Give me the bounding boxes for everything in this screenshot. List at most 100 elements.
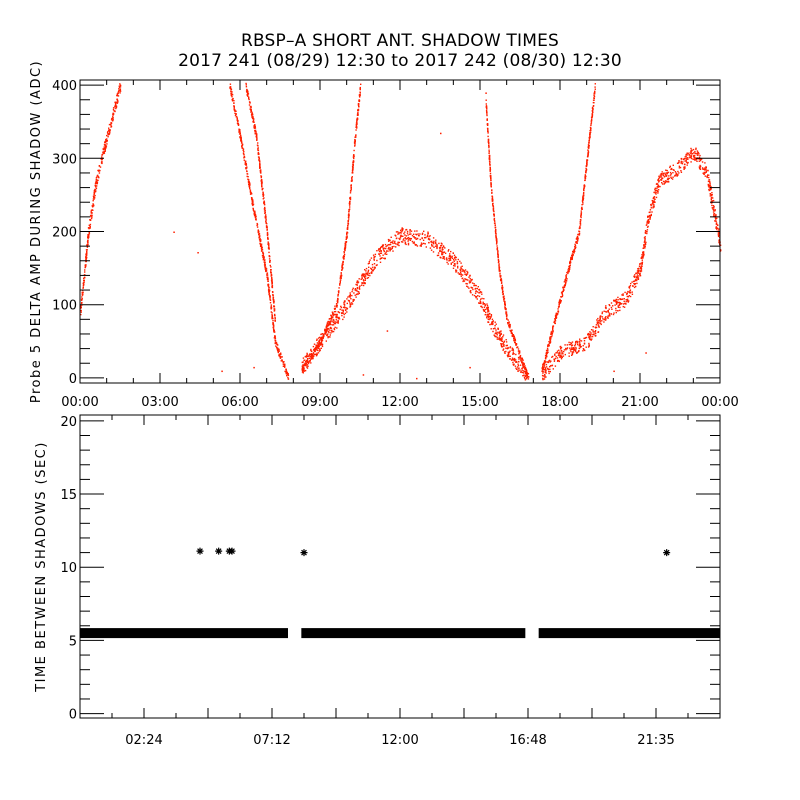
data-point (651, 211, 653, 213)
data-point (617, 310, 619, 312)
data-point (270, 269, 272, 271)
data-point (344, 245, 347, 248)
data-point (287, 374, 290, 376)
data-point (658, 177, 660, 179)
data-point (436, 254, 439, 257)
data-point (429, 235, 431, 237)
data-point (708, 186, 710, 188)
data-point (546, 347, 549, 349)
data-point (499, 334, 501, 336)
data-point (374, 266, 376, 268)
data-point (500, 278, 503, 281)
data-point (313, 355, 315, 357)
data-point (467, 286, 469, 288)
data-point (699, 158, 702, 160)
data-point (595, 324, 598, 326)
data-point (629, 291, 631, 294)
data-point (94, 184, 96, 187)
data-point (452, 261, 454, 264)
data-point (696, 152, 699, 155)
data-point (97, 179, 99, 182)
data-point (242, 149, 244, 152)
data-point (262, 192, 264, 194)
data-point (449, 253, 451, 255)
data-point (318, 347, 320, 350)
data-point (476, 287, 478, 290)
data-point (554, 315, 557, 318)
data-point (715, 222, 718, 224)
data-point (623, 303, 625, 305)
data-point (496, 338, 498, 340)
data-point (312, 357, 314, 360)
data-point (554, 319, 556, 321)
data-point (641, 262, 643, 264)
data-point (321, 340, 323, 342)
data-point (502, 334, 505, 336)
data-point (566, 344, 568, 346)
data-point (624, 302, 626, 305)
data-point (230, 94, 233, 97)
data-point (346, 235, 348, 237)
data-point (582, 350, 584, 352)
data-point (96, 176, 98, 178)
data-point (487, 306, 489, 309)
data-point (498, 338, 500, 340)
data-point (257, 145, 259, 147)
data-point (442, 256, 444, 258)
data-point (84, 269, 86, 271)
data-point (512, 352, 514, 354)
data-point (639, 275, 642, 277)
data-point (355, 289, 357, 292)
data-point (575, 350, 577, 353)
data-point (484, 304, 486, 306)
data-point (565, 281, 567, 284)
data-point (490, 315, 493, 317)
data-point (557, 312, 559, 315)
data-point (326, 334, 328, 336)
data-point (583, 191, 585, 194)
data-point (507, 323, 509, 325)
data-point (407, 244, 410, 246)
data-point (260, 245, 262, 247)
data-point (660, 179, 662, 181)
data-point (268, 286, 270, 289)
data-point (274, 335, 276, 337)
data-point (565, 347, 567, 350)
data-point (327, 333, 329, 335)
data-point (351, 170, 354, 172)
data-point (629, 295, 632, 298)
data-point (584, 177, 587, 179)
data-point (233, 106, 235, 108)
data-point (398, 232, 400, 235)
data-point (494, 224, 496, 226)
data-point (653, 197, 655, 199)
data-point (233, 102, 235, 104)
data-point (545, 349, 548, 352)
data-point (96, 174, 99, 177)
data-point (563, 289, 565, 291)
data-point (302, 372, 304, 374)
data-point (546, 368, 549, 370)
data-point (102, 152, 104, 155)
data-point (392, 242, 394, 245)
data-point (667, 177, 669, 179)
data-point (542, 377, 544, 380)
data-point (366, 277, 368, 279)
data-point (591, 113, 594, 115)
data-point (459, 270, 462, 272)
data-point (638, 269, 640, 271)
data-point (647, 225, 649, 228)
data-point (112, 116, 114, 118)
data-point (597, 321, 599, 324)
data-point (543, 363, 545, 365)
data-point (427, 238, 430, 240)
data-point (584, 337, 586, 339)
data-point (688, 154, 691, 156)
data-point (439, 249, 441, 252)
data-point (320, 342, 322, 344)
data-point (257, 231, 259, 234)
data-point (670, 173, 672, 175)
data-point (521, 367, 524, 369)
data-point (231, 98, 233, 101)
data-point (406, 230, 409, 233)
